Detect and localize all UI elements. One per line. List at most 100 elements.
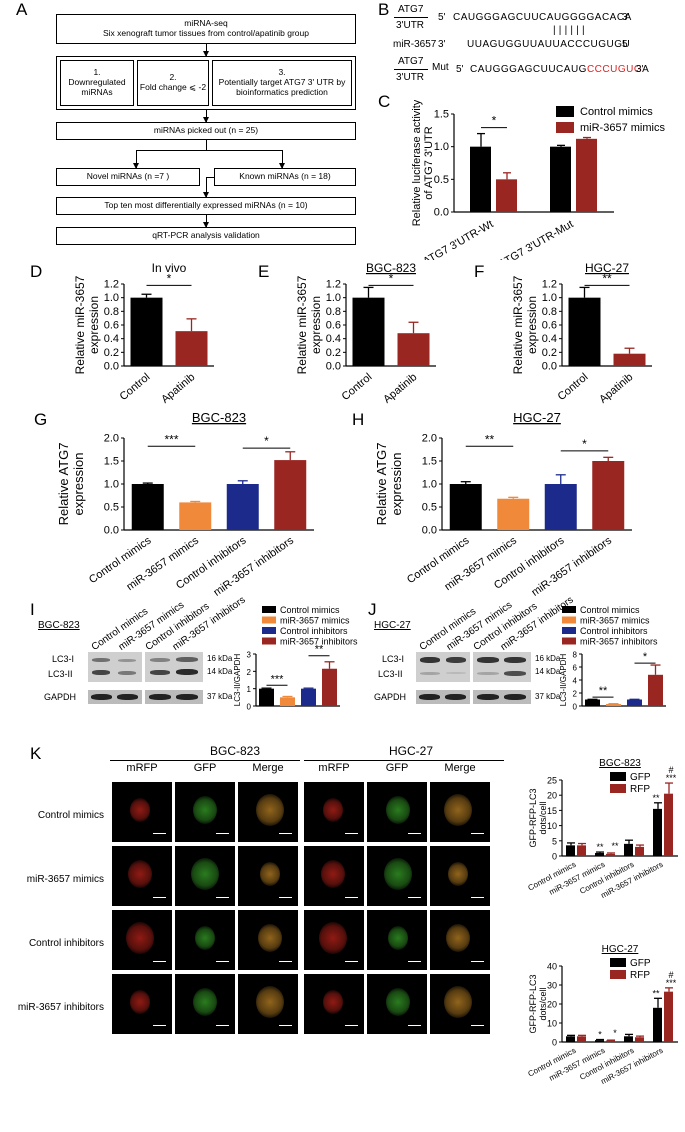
bar — [131, 484, 164, 530]
legend-label: Control mimics — [580, 106, 653, 118]
blot-j-kda-16: 16 kDa — [535, 654, 561, 663]
k-scale-bar — [408, 1024, 421, 1026]
y-tick-label: 1 — [247, 685, 252, 694]
bar — [274, 460, 307, 530]
bar — [130, 297, 163, 366]
significance-label: * — [613, 1028, 617, 1038]
y-tick-label: 25 — [547, 776, 557, 786]
blot-j-lc3i-label: LC3-I — [382, 654, 405, 664]
arrow-a1 — [203, 44, 209, 57]
bar — [624, 843, 633, 856]
legend-label: RFP — [630, 970, 650, 981]
k-micrograph — [304, 782, 364, 842]
branch-stem — [206, 140, 207, 150]
k-micrograph — [430, 846, 490, 906]
legend-swatch — [562, 627, 576, 634]
panel-letter-c: C — [378, 92, 391, 111]
y-tick-label: 1.2 — [326, 279, 341, 291]
chart-h-hgc27-atg7: HGC-27 0.0 0.5 1.0 1.5 2.0 Relative ATG7 expres… — [374, 410, 632, 598]
k-micrograph — [430, 910, 490, 970]
blot-j-band — [446, 657, 466, 663]
bar — [606, 1040, 615, 1042]
k-micrograph — [112, 846, 172, 906]
k-scale-bar — [471, 832, 484, 834]
legend-swatch — [610, 958, 626, 967]
mirna-seq-title: miRNA-seq — [184, 18, 228, 29]
atg7-wt-5prime: 5' — [438, 12, 446, 23]
chart-d-in-vivo: In vivo 0.0 0.2 0.40.6 0.8 1.01.2 Relative miR… — [73, 261, 214, 406]
significance-label: * — [389, 271, 394, 285]
k-channel-header: Merge — [444, 762, 476, 774]
blot-j-band — [477, 694, 499, 700]
y-tick-label: 0.0 — [104, 525, 119, 537]
k-scale-bar — [471, 1024, 484, 1026]
k-cell-header-hgc: HGC-27 — [388, 744, 433, 758]
k-micrograph — [175, 782, 235, 842]
y-axis-label: expression — [389, 453, 404, 516]
significance-label: ** — [485, 432, 495, 446]
significance-label: *** — [666, 978, 677, 988]
bar — [322, 668, 337, 706]
panel-letter-b: B — [378, 0, 390, 19]
blot-j-kda-37: 37 kDa — [535, 692, 561, 701]
panel-letter-g: G — [34, 410, 48, 429]
bar — [179, 502, 212, 530]
y-tick-label: 40 — [547, 962, 557, 972]
y-tick-label: 3 — [247, 651, 252, 660]
k-scale-bar — [279, 1024, 292, 1026]
k-cell-body — [256, 794, 284, 826]
blot-j-band — [477, 672, 499, 675]
y-tick-label: 0.0 — [542, 361, 557, 373]
atg7-mut-label-top: ATG7 — [398, 56, 424, 67]
picked-box: miRNAs picked out (n = 25) — [56, 122, 356, 140]
significance-label: * — [492, 114, 497, 128]
significance-label: *** — [164, 432, 178, 446]
y-tick-label: 2.0 — [104, 433, 119, 445]
k-scale-bar — [216, 1024, 229, 1026]
y-tick-label: 8 — [573, 651, 578, 660]
y-tick-label: 4 — [573, 677, 578, 686]
atg7-mut-seq-red: CCCUGUG — [586, 64, 643, 75]
panel-letter-i: I — [30, 600, 35, 619]
mir3657-sequence: UUAGUGGUUAUUACCCUGUGU — [467, 39, 631, 50]
bar — [449, 484, 482, 530]
significance-label: # — [668, 970, 673, 980]
legend-swatch — [610, 784, 626, 793]
panel-letter-a: A — [16, 0, 28, 19]
significance-label: ** — [596, 842, 604, 852]
y-tick-label: 0.0 — [434, 207, 449, 219]
validation-box: qRT-PCR analysis validation — [56, 227, 356, 245]
significance-label: *** — [271, 673, 285, 685]
blot-i-band — [118, 671, 136, 675]
k-scale-bar — [345, 896, 358, 898]
y-tick-label: 2 — [247, 668, 252, 677]
y-axis-label: dots/cell — [538, 801, 548, 834]
blot-j-band — [445, 694, 466, 700]
k-scale-bar — [408, 832, 421, 834]
criterion-2-text: Fold change ⩽ -2 — [139, 82, 207, 92]
chart-title: BGC-823 — [366, 261, 416, 275]
k-cell-body — [319, 922, 347, 954]
blot-j-gapdh-strip-right — [473, 690, 531, 704]
k-cell-body — [321, 860, 345, 888]
picked-text: miRNAs picked out (n = 25) — [153, 125, 259, 136]
criterion-3-text: Potentially target ATG7 3' UTR by bioinf… — [218, 77, 346, 97]
legend-label: miR-3657 mimics — [580, 122, 665, 134]
k-micrograph — [112, 910, 172, 970]
blot-j-gapdh-label: GAPDH — [374, 692, 407, 702]
blot-j-band — [446, 672, 466, 674]
panel-letter-k: K — [30, 744, 42, 763]
bar — [653, 808, 662, 856]
k-scale-bar — [279, 960, 292, 962]
arrow-known — [279, 150, 285, 169]
legend-label: GFP — [630, 958, 651, 969]
k-scale-bar — [279, 832, 292, 834]
bar — [280, 697, 295, 706]
k-cell-body — [258, 924, 282, 952]
panel-letter-f: F — [474, 262, 485, 281]
blot-i-kda-16: 16 kDa — [207, 654, 233, 663]
known-text: Known miRNAs (n = 18) — [239, 171, 331, 182]
bar — [496, 179, 517, 212]
atg7-mut-5prime: 5' — [456, 64, 464, 75]
y-tick-label: 1.0 — [422, 479, 437, 491]
